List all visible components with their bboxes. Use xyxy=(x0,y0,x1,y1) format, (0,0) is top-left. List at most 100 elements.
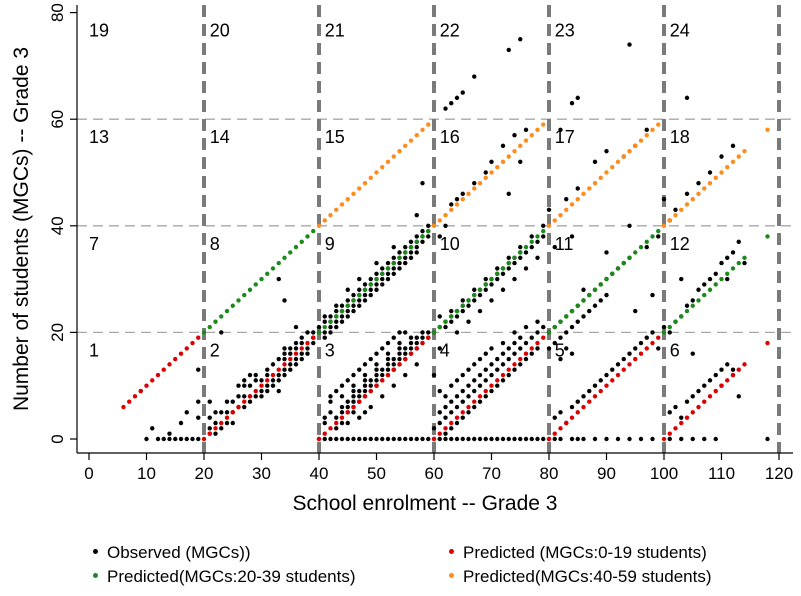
data-point xyxy=(414,234,419,239)
data-point xyxy=(224,420,230,426)
data-point xyxy=(541,324,546,330)
data-point xyxy=(489,362,494,367)
data-point xyxy=(374,170,379,175)
data-point xyxy=(305,346,310,351)
data-point xyxy=(454,420,460,426)
data-point xyxy=(644,239,649,244)
data-point xyxy=(391,266,396,271)
data-point xyxy=(633,346,638,351)
data-point xyxy=(610,378,615,383)
data-point xyxy=(437,431,442,436)
region-label-16: 16 xyxy=(440,127,460,147)
data-point xyxy=(546,207,552,213)
data-point xyxy=(558,436,563,442)
data-point xyxy=(385,276,391,282)
data-point xyxy=(155,372,161,378)
data-point xyxy=(472,362,477,367)
data-point xyxy=(357,287,362,292)
data-point xyxy=(449,319,454,324)
data-point xyxy=(357,303,362,308)
data-point xyxy=(391,335,396,340)
data-point xyxy=(696,287,701,292)
data-point xyxy=(322,436,327,442)
data-point xyxy=(489,388,494,394)
data-point xyxy=(730,372,736,378)
data-point xyxy=(374,271,379,276)
data-point xyxy=(454,330,460,335)
data-point xyxy=(259,383,264,388)
data-point xyxy=(374,378,379,383)
data-point xyxy=(374,276,379,282)
data-point xyxy=(696,404,701,410)
data-point xyxy=(380,266,385,271)
data-point xyxy=(495,378,500,383)
data-point xyxy=(592,436,598,442)
data-point xyxy=(437,420,442,426)
data-point xyxy=(707,287,713,292)
data-point xyxy=(725,271,730,276)
data-point xyxy=(707,180,713,186)
data-point xyxy=(535,239,540,244)
data-point xyxy=(449,410,454,415)
data-point xyxy=(328,410,333,415)
data-point xyxy=(518,143,523,149)
data-point xyxy=(702,383,707,388)
data-point xyxy=(426,234,431,239)
data-point xyxy=(311,335,316,340)
data-point xyxy=(242,404,247,410)
data-point xyxy=(742,362,747,367)
data-point xyxy=(334,308,339,314)
data-point xyxy=(397,436,402,442)
data-point xyxy=(391,260,396,266)
data-point xyxy=(259,388,264,394)
data-point xyxy=(270,378,276,383)
x-tick-label: 50 xyxy=(367,464,386,483)
x-tick-label: 40 xyxy=(310,464,329,483)
data-point xyxy=(155,436,161,442)
data-point xyxy=(247,394,253,399)
data-point xyxy=(362,292,368,298)
legend-label-predicted-20-39: Predicted(MGCs:20-39 students) xyxy=(107,567,356,586)
region-label-3: 3 xyxy=(325,340,335,360)
data-point xyxy=(380,282,385,287)
data-point xyxy=(328,426,333,431)
data-point xyxy=(351,436,356,442)
data-point xyxy=(460,415,465,420)
data-point xyxy=(638,244,644,250)
data-point xyxy=(483,175,488,181)
data-point xyxy=(535,127,540,133)
data-point xyxy=(391,356,396,362)
data-point xyxy=(684,303,690,308)
x-tick-label: 20 xyxy=(195,464,214,483)
data-point xyxy=(380,378,385,383)
data-point xyxy=(236,383,241,388)
data-point xyxy=(500,362,506,367)
data-point xyxy=(512,351,517,356)
legend-marker-predicted-40-59 xyxy=(449,573,454,579)
data-point xyxy=(575,436,580,442)
legend-item-observed: Observed (MGCs)) xyxy=(93,542,251,564)
data-point xyxy=(679,436,684,442)
data-point xyxy=(138,388,143,394)
data-point xyxy=(184,436,189,442)
data-point xyxy=(604,276,609,282)
data-point xyxy=(351,399,356,404)
data-point xyxy=(426,330,431,335)
data-point xyxy=(345,314,350,319)
data-point xyxy=(397,356,402,362)
data-point xyxy=(604,170,609,175)
data-point xyxy=(495,266,500,271)
data-point xyxy=(351,292,356,298)
data-point xyxy=(569,308,575,314)
data-point xyxy=(230,303,235,308)
data-point xyxy=(351,404,356,410)
data-point xyxy=(276,378,281,383)
data-point xyxy=(328,399,333,404)
data-point xyxy=(500,372,506,378)
data-point xyxy=(357,394,362,399)
data-point xyxy=(339,436,345,442)
data-point xyxy=(696,191,701,197)
data-point xyxy=(437,410,442,415)
